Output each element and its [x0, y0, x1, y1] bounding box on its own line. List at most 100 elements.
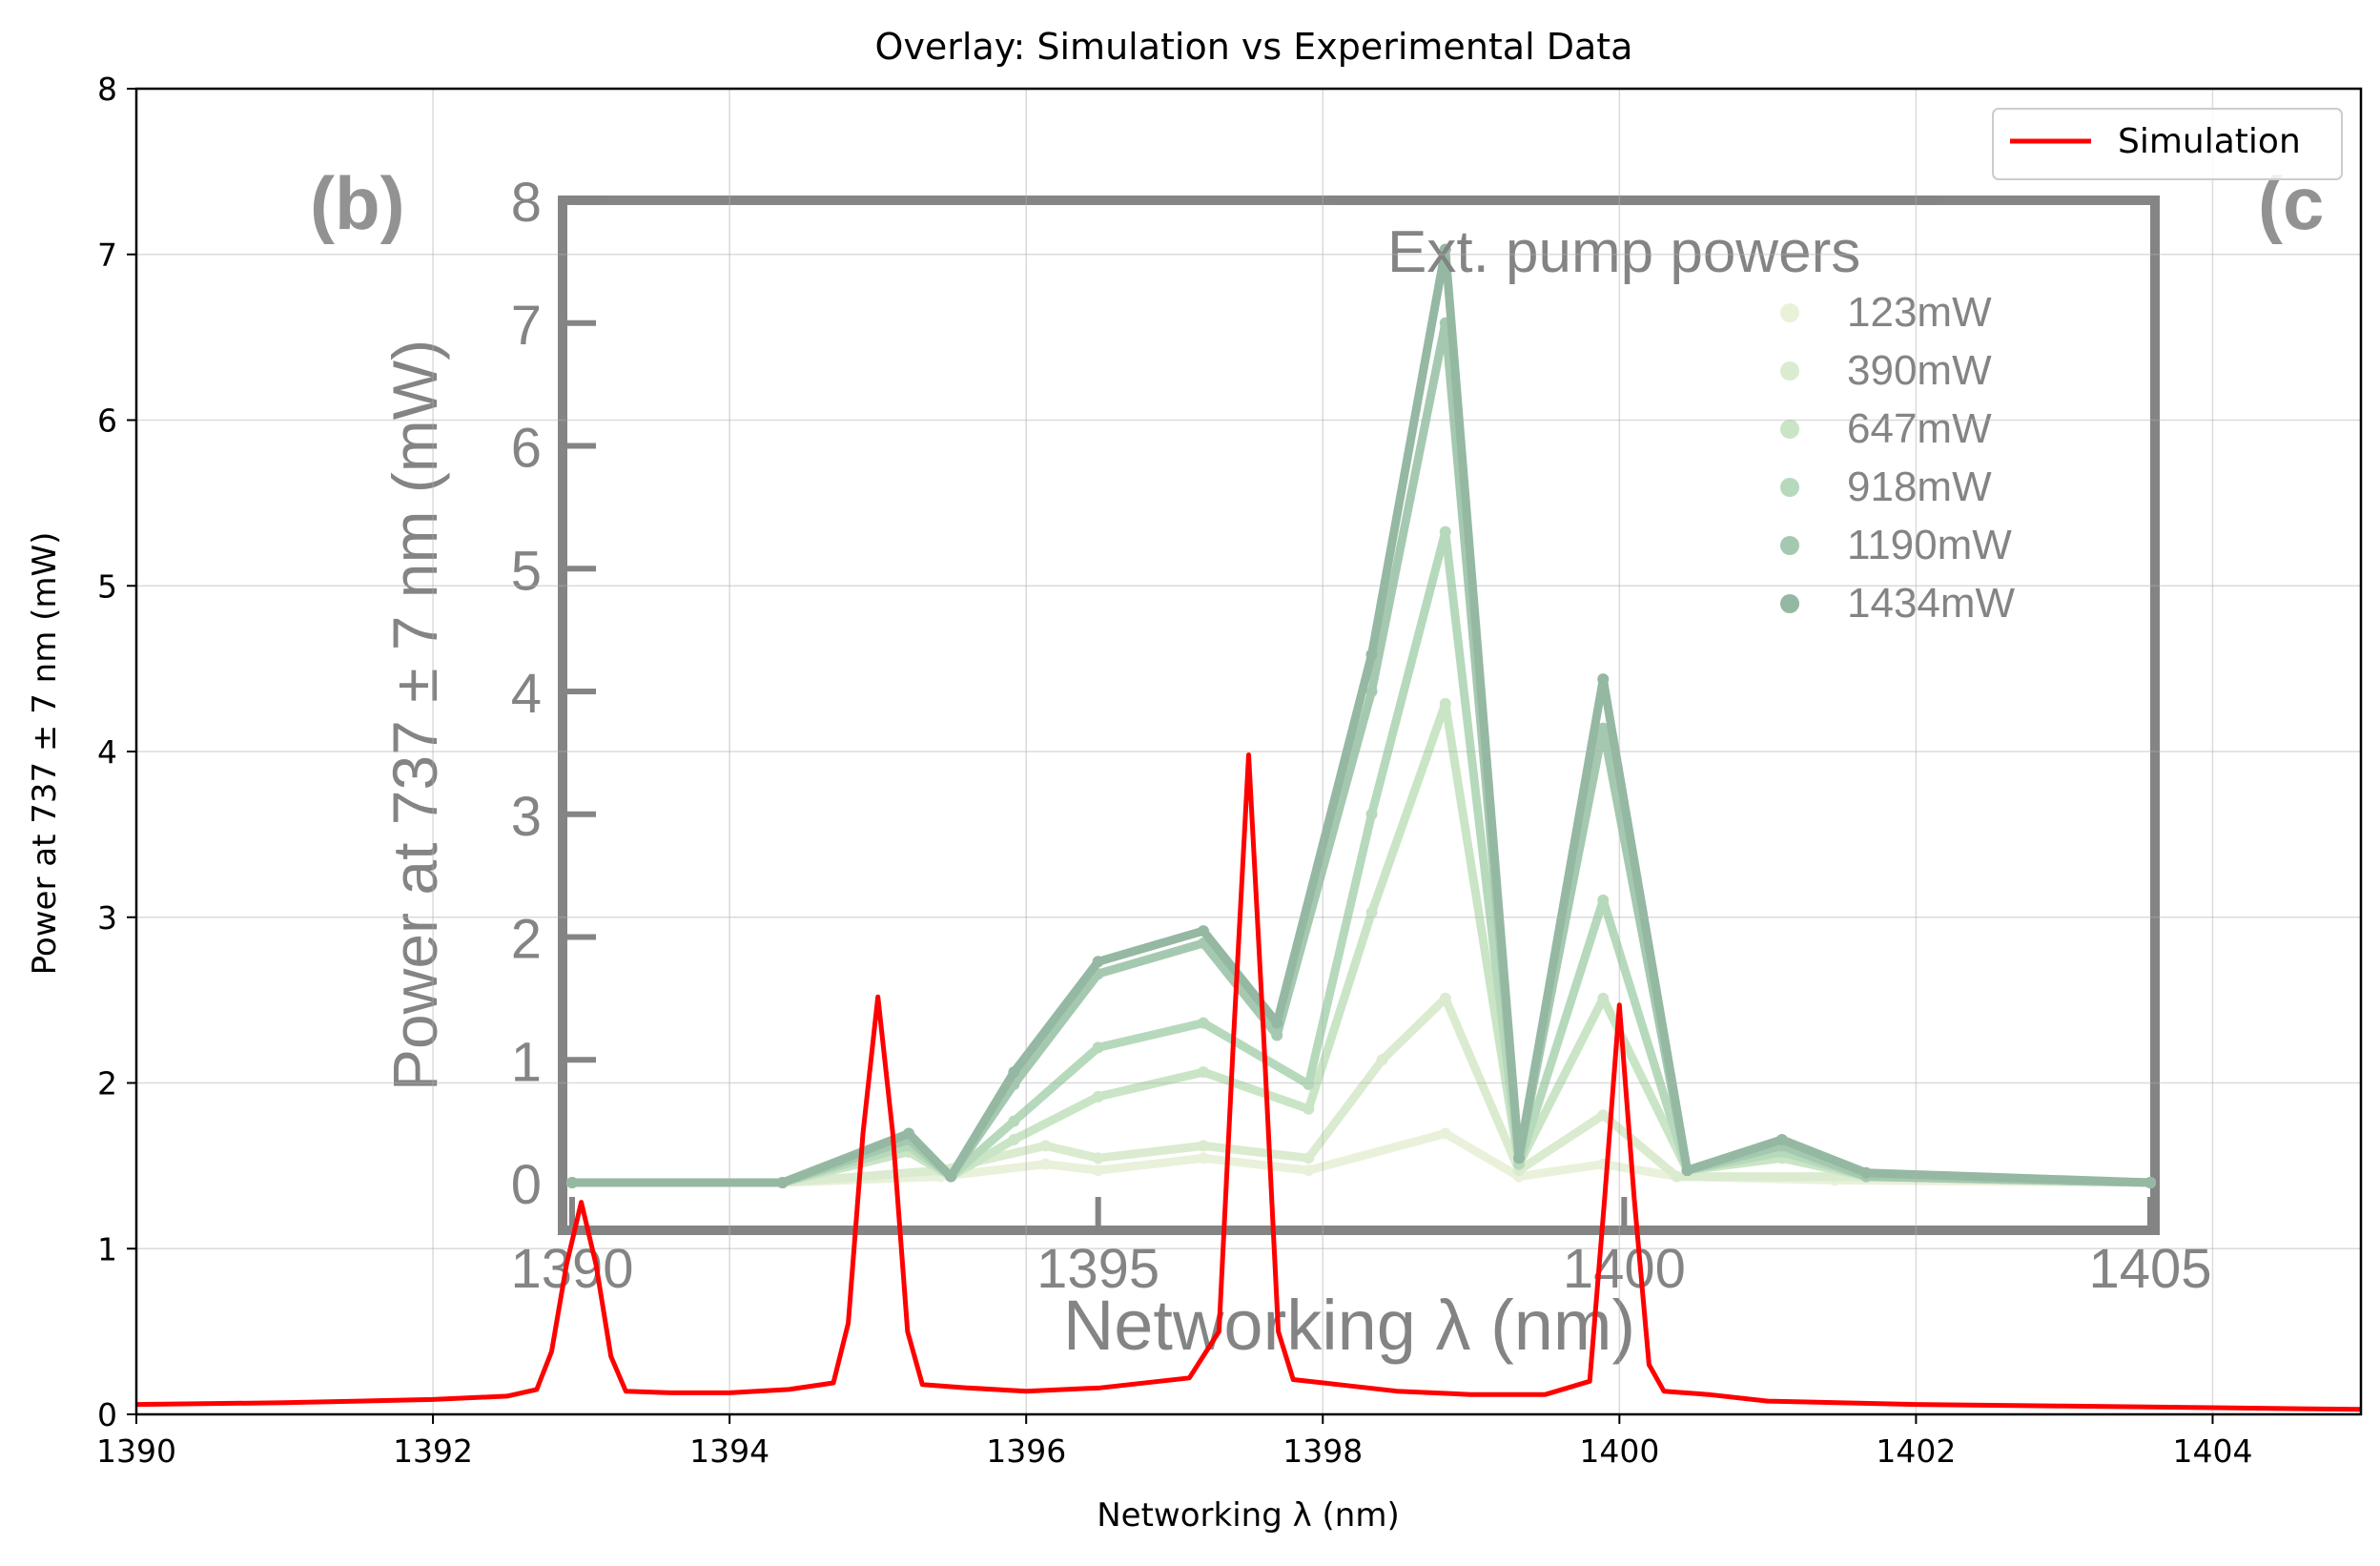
inset-series-group	[566, 243, 2156, 1188]
inset-series-point	[903, 1127, 915, 1140]
inset-series-point	[1439, 697, 1451, 710]
inset-series-point	[1008, 1133, 1020, 1145]
x-tick-label: 1402	[1876, 1432, 1956, 1470]
x-tick-label: 1390	[96, 1432, 176, 1470]
inset-y-tick-label: 4	[511, 663, 542, 725]
inset-legend-marker	[1780, 478, 1799, 497]
inset-series-point	[1365, 906, 1378, 918]
inset-series-point	[1303, 1079, 1315, 1090]
legend-label-simulation: Simulation	[2118, 122, 2301, 161]
inset-series-point	[566, 1177, 578, 1188]
y-tick-label: 2	[97, 1065, 117, 1102]
inset-y-axis-label: Power at 737 ± 7 nm (mW)	[380, 340, 450, 1091]
inset-series-point	[1681, 1164, 1693, 1177]
inset-series-point	[1271, 1017, 1283, 1029]
inset-series-point	[1198, 1017, 1209, 1029]
inset-y-tick-label: 5	[511, 540, 542, 602]
inset-frame	[558, 196, 2160, 1235]
y-axis-label: Power at 737 ± 7 nm (mW)	[26, 532, 64, 976]
inset-series-point	[1597, 992, 1610, 1004]
inset-x-tick-label: 1400	[1563, 1238, 1686, 1300]
inset-panel-label-b: (b)	[310, 161, 405, 245]
inset-x-tick-label: 1405	[2088, 1238, 2211, 1300]
inset-series-point	[1092, 1090, 1104, 1102]
inset-series-point	[2144, 1177, 2156, 1188]
inset-series-point	[1039, 1140, 1052, 1152]
y-tick-label: 0	[97, 1396, 117, 1433]
inset-y-tick-label: 6	[511, 418, 542, 480]
inset-legend-label: 1190mW	[1847, 522, 2012, 568]
legend-box	[1992, 108, 2343, 180]
inset-series-point	[1008, 1115, 1020, 1127]
y-tick-label: 8	[97, 71, 117, 108]
chart-title: Overlay: Simulation vs Experimental Data	[875, 26, 1633, 68]
inset-series-point	[1439, 992, 1451, 1004]
inset-series-point	[1597, 1109, 1610, 1122]
x-tick-label: 1396	[986, 1432, 1066, 1470]
inset-y-tick-label: 3	[511, 786, 542, 848]
inset-series-point	[1597, 673, 1610, 686]
inset-series-point	[1198, 1152, 1209, 1164]
y-tick-label: 1	[97, 1230, 117, 1267]
inset-series-point	[1039, 1158, 1052, 1170]
inset-legend-label: 1434mW	[1847, 580, 2016, 627]
inset-x-tick-label: 1395	[1036, 1238, 1159, 1300]
x-axis-label: Networking λ (nm)	[1097, 1496, 1399, 1535]
y-tick-label: 4	[97, 733, 117, 771]
y-tick-label: 6	[97, 402, 117, 440]
inset-legend-label: 647mW	[1847, 405, 1992, 452]
inset-series-point	[1092, 1041, 1104, 1054]
inset-series-point	[1365, 649, 1378, 661]
inset-x-axis-label: Networking λ (nm)	[1063, 1286, 1635, 1365]
inset-series-point	[1008, 1066, 1020, 1079]
inset-series-point	[1198, 1140, 1209, 1152]
inset-legend-title: Ext. pump powers	[1387, 219, 1860, 285]
inset-series-point	[1092, 956, 1104, 968]
inset-legend-marker	[1780, 303, 1799, 322]
x-tick-label: 1400	[1579, 1432, 1659, 1470]
inset-y-tick-label: 0	[511, 1154, 542, 1216]
inset-series-point	[1439, 1127, 1451, 1140]
inset-series-point	[945, 1170, 957, 1183]
inset-series-point	[1671, 1170, 1683, 1183]
inset-legend-marker	[1780, 420, 1799, 439]
inset-series-point	[1303, 1102, 1315, 1115]
inset-series-point	[1198, 1066, 1209, 1079]
inset-legend-label: 918mW	[1847, 464, 1992, 510]
inset-series-point	[1439, 525, 1451, 538]
inset-series-point	[1597, 722, 1610, 734]
y-tick-label: 5	[97, 567, 117, 605]
inset-series-point	[1513, 1152, 1525, 1164]
x-tick-label: 1398	[1282, 1432, 1363, 1470]
inset-series-point	[1092, 1164, 1104, 1177]
inset-y-tick-label: 8	[511, 172, 542, 234]
inset-y-tick-label: 1	[511, 1031, 542, 1093]
inset-legend-marker	[1780, 536, 1799, 555]
inset-series-line	[572, 245, 2151, 1187]
inset-series-point	[1092, 1152, 1104, 1164]
inset-legend: 123mW 390mW 647mW 918mW 1190mW 1434mW	[1780, 289, 2016, 627]
inset-series-point	[1439, 243, 1451, 256]
y-axis: 0 1 2 3 4 5 6 7 8	[97, 71, 136, 1433]
inset-y-tick-label: 7	[511, 295, 542, 357]
x-tick-label: 1392	[393, 1432, 473, 1470]
inset-series-point	[1198, 925, 1209, 938]
inset-legend-label: 390mW	[1847, 347, 1992, 394]
inset-series-point	[1376, 1054, 1388, 1066]
inset-series-point	[1775, 1133, 1788, 1145]
x-axis: 1390 1392 1394 1396 1398 1400 1402 1404	[96, 1414, 2252, 1470]
inset-series-point	[1365, 686, 1378, 697]
inset-legend-marker	[1780, 594, 1799, 613]
y-tick-label: 7	[97, 237, 117, 274]
x-tick-label: 1404	[2172, 1432, 2252, 1470]
inset-series-point	[1860, 1166, 1873, 1179]
inset-series-point	[1303, 1152, 1315, 1164]
inset-legend-label: 123mW	[1847, 289, 1992, 336]
inset-series-point	[1303, 1164, 1315, 1177]
inset-series-point	[1365, 808, 1378, 820]
inset-series-point	[776, 1177, 789, 1188]
